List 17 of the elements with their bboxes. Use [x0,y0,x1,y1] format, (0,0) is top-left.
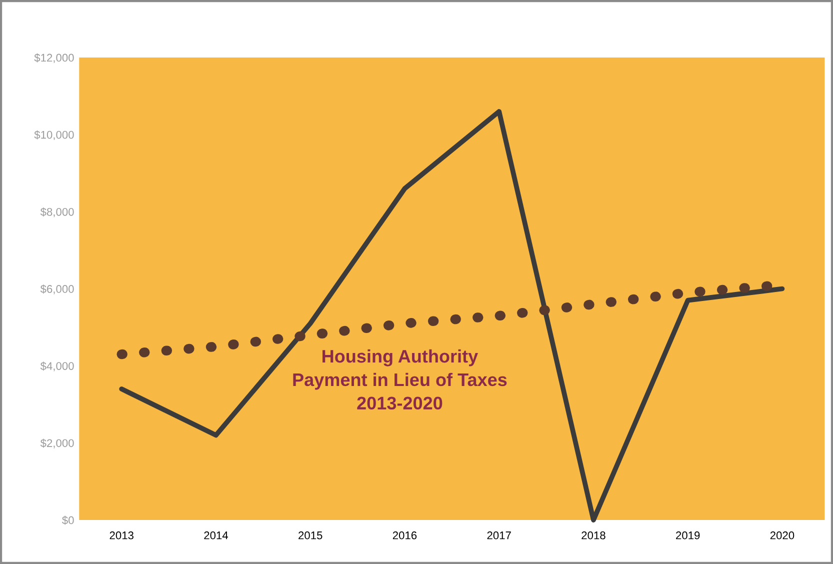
y-tick-label: $4,000 [40,362,74,372]
x-tick-label: 2020 [770,531,794,540]
line-series [119,109,785,522]
x-tick-label: 2014 [204,531,228,540]
x-tick-label: 2013 [110,531,134,540]
y-tick-label: $6,000 [40,284,74,294]
y-tick-label: $0 [62,516,74,525]
y-tick-label: $8,000 [40,207,74,218]
y-tick-label: $2,000 [40,438,74,448]
x-tick-label: 2017 [487,531,511,540]
y-tick-label: $10,000 [34,130,74,140]
annotation: Housing Authority Payment in Lieu of Taxes 2013-2020 [293,349,507,410]
x-tick-label: 2019 [676,531,700,540]
y-tick-label: $12,000 [34,53,74,63]
x-tick-label: 2018 [582,531,606,540]
x-tick-label: 2015 [298,531,322,540]
x-tick-label: 2016 [392,531,417,540]
